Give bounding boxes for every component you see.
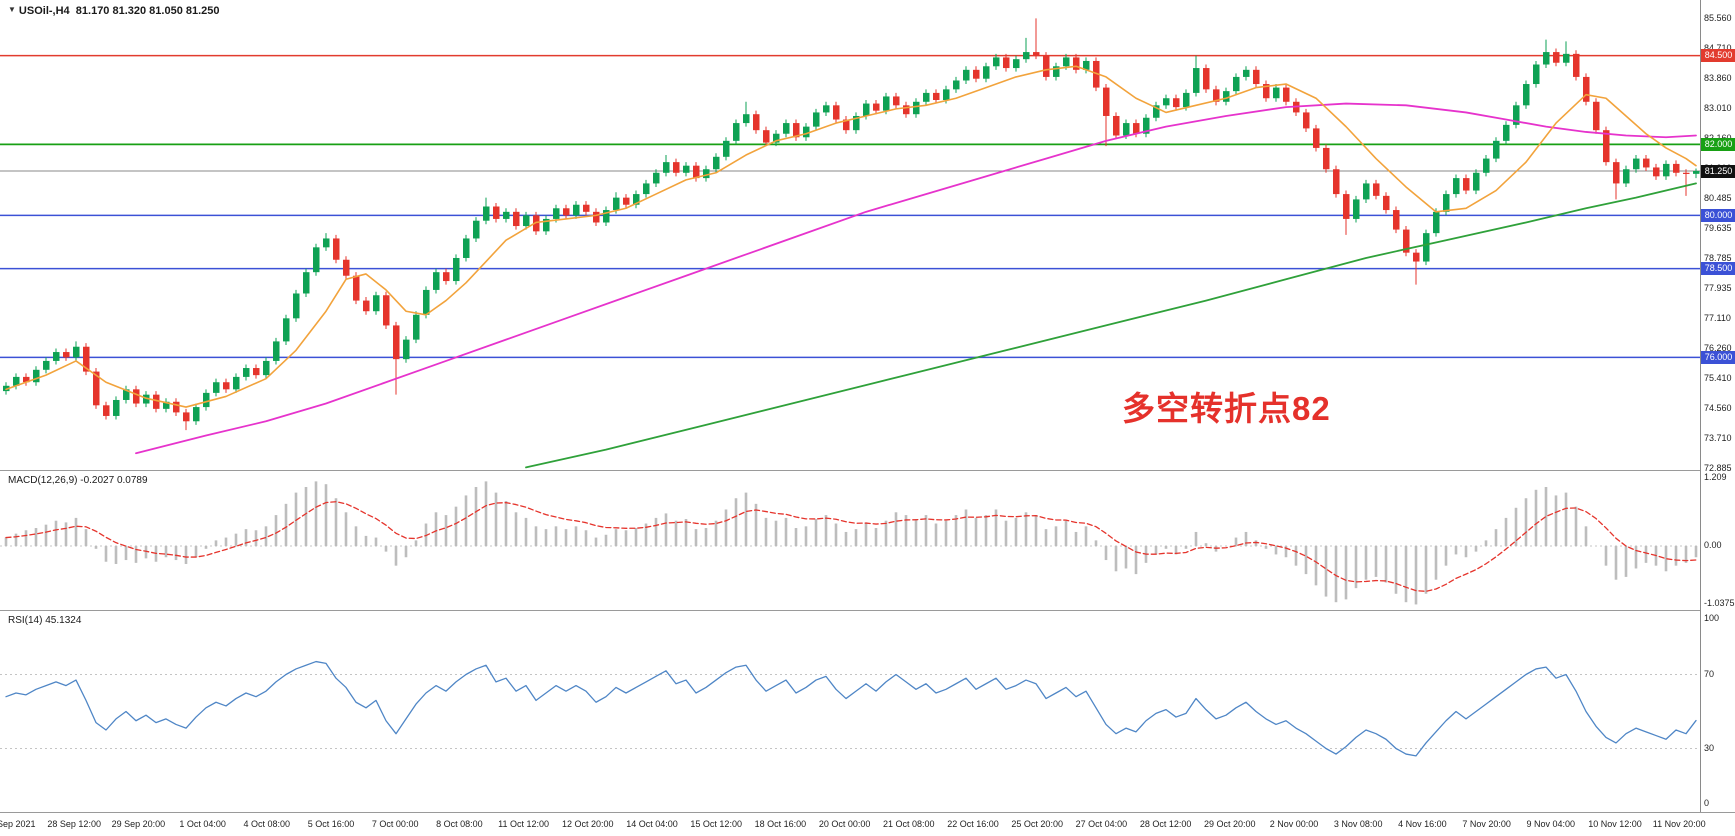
- time-axis-label: 25 Oct 20:00: [1011, 819, 1063, 829]
- macd-scale-label: 0.00: [1704, 540, 1722, 550]
- time-axis-label: 2 Nov 00:00: [1269, 819, 1319, 829]
- price-scale-label: 74.560: [1704, 403, 1732, 413]
- time-axis-label: 12 Oct 20:00: [562, 819, 614, 829]
- time-axis-label: 21 Oct 08:00: [883, 819, 935, 829]
- rsi-indicator[interactable]: [0, 611, 1700, 812]
- time-axis-label: 27 Oct 04:00: [1075, 819, 1128, 829]
- time-axis-label: 28 Oct 12:00: [1139, 819, 1192, 829]
- price-scale-label: 72.885: [1704, 463, 1732, 473]
- chinese-annotation-text: 多空转折点82: [1122, 390, 1331, 427]
- price-scale-label: 77.110: [1704, 313, 1731, 323]
- time-axis-label: 11 Nov 20:00: [1652, 819, 1706, 829]
- time-axis-label: 7 Nov 20:00: [1462, 819, 1511, 829]
- time-axis-label: 22 Oct 16:00: [947, 819, 999, 829]
- time-axis-label: 11 Oct 12:00: [498, 819, 550, 829]
- macd-indicator[interactable]: [0, 471, 1700, 610]
- ohlc-values: 81.170 81.320 81.050 81.250: [75, 5, 220, 17]
- price-scale-label: 85.560: [1704, 13, 1732, 23]
- price-scale-label: 78.785: [1704, 253, 1732, 263]
- time-axis-label: 18 Oct 16:00: [754, 819, 807, 829]
- rsi-label: RSI(14) 45.1324: [8, 615, 82, 626]
- symbol-period-label: USOil-,H4: [18, 5, 70, 17]
- price-scale-label: 83.860: [1704, 73, 1732, 83]
- time-axis-label: 8 Oct 08:00: [436, 819, 483, 829]
- time-axis-label: 29 Oct 20:00: [1204, 819, 1256, 829]
- chart-title: ▼ USOil-,H4 81.170 81.320 81.050 81.250: [8, 5, 220, 17]
- time-axis-label: 29 Sep 20:00: [111, 819, 166, 829]
- price-badge: 84.500: [1701, 49, 1735, 63]
- price-badge: 78.500: [1701, 262, 1735, 276]
- time-axis-label: 4 Oct 08:00: [243, 819, 291, 829]
- time-axis-label: 5 Oct 16:00: [307, 819, 355, 829]
- macd-scale-label: -1.0375: [1704, 598, 1735, 609]
- rsi-scale-label: 30: [1704, 742, 1715, 753]
- price-badge: 81.250: [1701, 164, 1735, 178]
- price-panel[interactable]: ▼ USOil-,H4 81.170 81.320 81.050 81.250 多…: [0, 0, 1700, 470]
- time-axis-label: 10 Nov 12:00: [1588, 819, 1642, 829]
- rsi-scale-label: 70: [1704, 668, 1715, 679]
- rsi-scale-label: 0: [1704, 798, 1710, 808]
- time-axis-label: 15 Oct 12:00: [690, 819, 742, 829]
- price-scale-label: 84.710: [1704, 43, 1732, 53]
- symbol-marker-icon: ▼: [8, 5, 16, 14]
- time-axis-label: 28 Sep 12:00: [47, 819, 101, 829]
- time-axis-label: 3 Nov 08:00: [1333, 819, 1383, 829]
- time-axis-label: 27 Sep 2021: [0, 819, 36, 829]
- candlestick-chart[interactable]: [0, 0, 1700, 470]
- price-scale-label: 79.635: [1704, 223, 1732, 233]
- time-axis[interactable]: 27 Sep 2021 28 Sep 12:00 29 Sep 20:00 1 Oct…: [0, 812, 1735, 836]
- rsi-panel[interactable]: RSI(14) 45.1324: [0, 610, 1700, 813]
- time-axis-label: 9 Nov 04:00: [1526, 819, 1576, 829]
- time-axis-label: 20 Oct 00:00: [818, 819, 871, 829]
- price-scale-label: 76.260: [1704, 343, 1732, 353]
- time-axis-label: 1 Oct 04:00: [179, 819, 226, 829]
- price-badge: 80.000: [1701, 208, 1735, 222]
- price-scale-label: 75.410: [1704, 373, 1732, 383]
- macd-scale-label: 1.209: [1704, 472, 1727, 483]
- price-scale-label: 77.935: [1704, 283, 1732, 293]
- time-axis-label: 7 Oct 00:00: [371, 819, 419, 829]
- price-badge: 82.000: [1701, 137, 1735, 151]
- price-scale-label: 73.710: [1704, 433, 1732, 443]
- price-scale-column[interactable]: 85.56084.71083.86083.01082.16081.31080.4…: [1700, 0, 1735, 812]
- price-scale-label: 83.010: [1704, 103, 1732, 113]
- macd-panel[interactable]: MACD(12,26,9) -0.2027 0.0789: [0, 470, 1700, 611]
- time-axis-label: 4 Nov 16:00: [1398, 819, 1447, 829]
- macd-label: MACD(12,26,9) -0.2027 0.0789: [8, 475, 148, 486]
- price-scale-label: 80.485: [1704, 193, 1732, 203]
- time-axis-label: 14 Oct 04:00: [626, 819, 678, 829]
- price-badge: 76.000: [1701, 350, 1735, 364]
- rsi-scale-label: 100: [1704, 613, 1720, 623]
